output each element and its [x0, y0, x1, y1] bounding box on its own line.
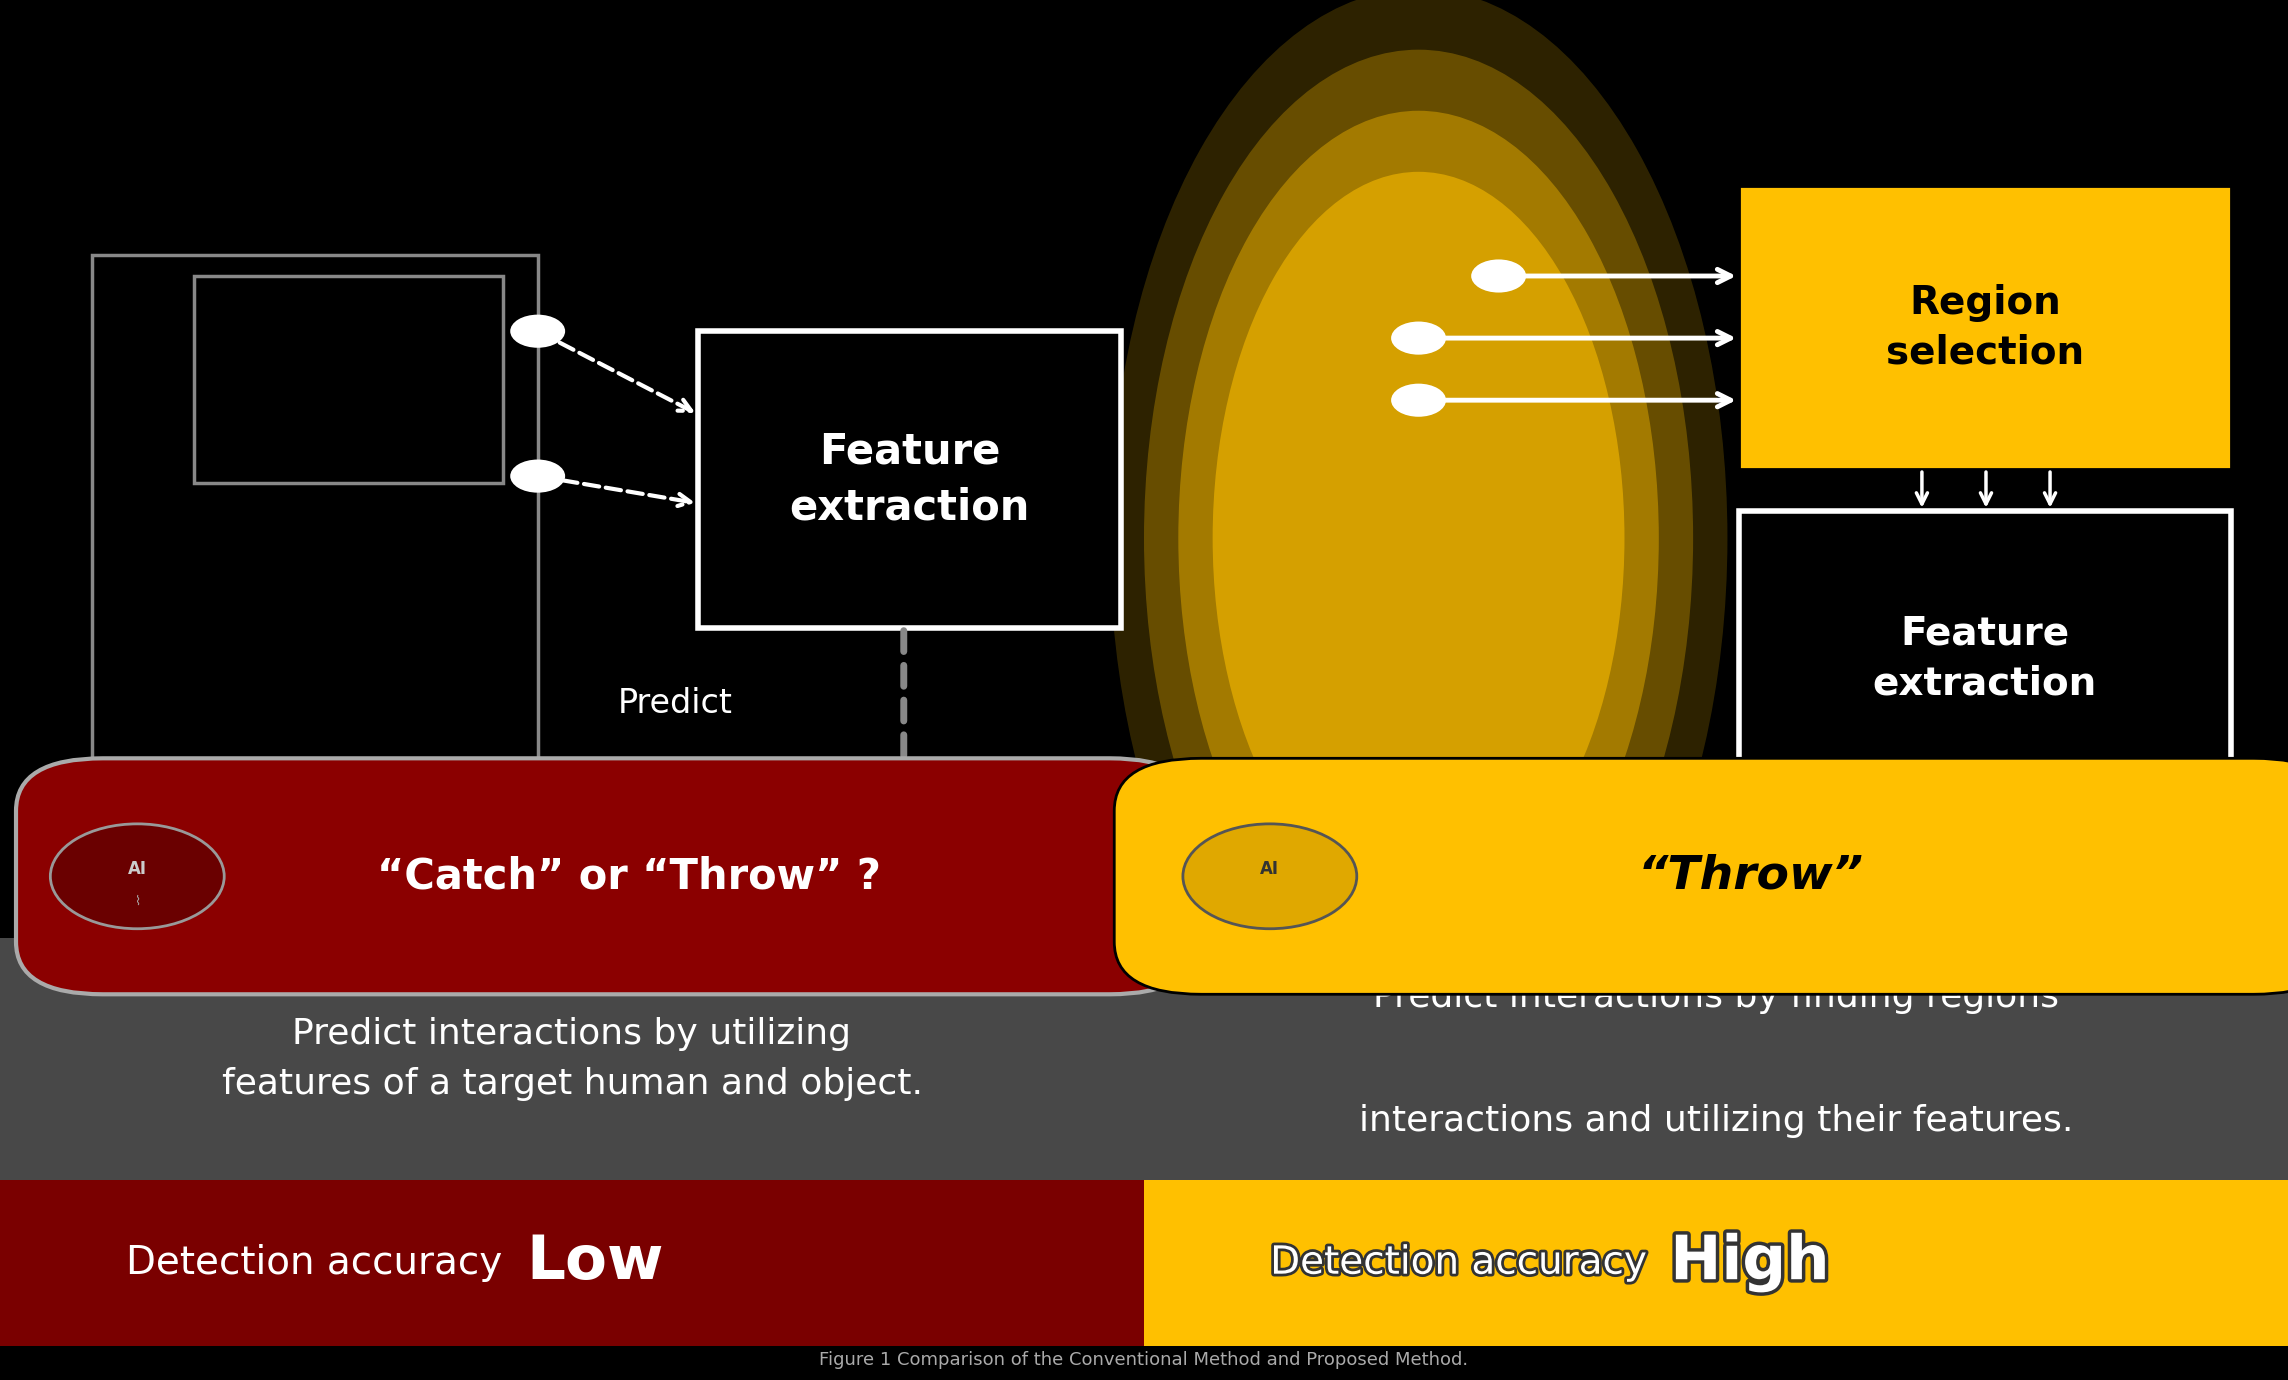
Bar [1144, 938, 2288, 1180]
Bar [698, 331, 1121, 628]
Polygon shape [1350, 856, 1476, 938]
Ellipse shape [1178, 110, 1659, 966]
Text: Region
selection: Region selection [1885, 284, 2084, 371]
Text: Feature
extraction: Feature extraction [789, 431, 1030, 529]
Text: High: High [1670, 1234, 1830, 1292]
Ellipse shape [1110, 0, 1727, 1087]
Text: “Catch” or “Throw” ?: “Catch” or “Throw” ? [378, 856, 881, 897]
Circle shape [1183, 824, 1357, 929]
FancyBboxPatch shape [1114, 758, 2288, 994]
Text: interactions and utilizing their features.: interactions and utilizing their feature… [1359, 1104, 2073, 1138]
Ellipse shape [1144, 50, 1693, 1027]
Circle shape [1391, 384, 1446, 417]
Text: Predict: Predict [618, 687, 732, 720]
Text: Predict: Predict [1659, 832, 1773, 865]
Text: “Throw”: “Throw” [1638, 854, 1862, 898]
Bar [1144, 1180, 2288, 1345]
Bar [0, 938, 1144, 1180]
Ellipse shape [1213, 171, 1624, 905]
Circle shape [1391, 322, 1446, 355]
Text: Detection accuracy: Detection accuracy [126, 1243, 515, 1282]
Bar [1739, 511, 2231, 807]
Circle shape [1471, 259, 1526, 293]
Bar [194, 276, 503, 483]
Circle shape [510, 315, 565, 348]
Text: Predict interactions by finding regions: Predict interactions by finding regions [1373, 980, 2059, 1014]
Bar [92, 255, 538, 932]
Bar [0, 1180, 1144, 1345]
Text: Low: Low [526, 1234, 664, 1292]
Text: Figure 1 Comparison of the Conventional Method and Proposed Method.: Figure 1 Comparison of the Conventional … [819, 1351, 1469, 1369]
Text: AI: AI [128, 860, 146, 879]
Text: Detection accuracy: Detection accuracy [1270, 1243, 1659, 1282]
Circle shape [510, 460, 565, 493]
Text: Predict interactions by utilizing
features of a target human and object.: Predict interactions by utilizing featur… [222, 1017, 922, 1101]
Text: Feature
extraction: Feature extraction [1872, 615, 2098, 702]
Circle shape [50, 824, 224, 929]
Text: ⌇: ⌇ [135, 894, 140, 908]
Polygon shape [206, 856, 332, 938]
Bar [1739, 186, 2231, 469]
Text: AI: AI [1261, 860, 1279, 879]
FancyBboxPatch shape [16, 758, 1197, 994]
